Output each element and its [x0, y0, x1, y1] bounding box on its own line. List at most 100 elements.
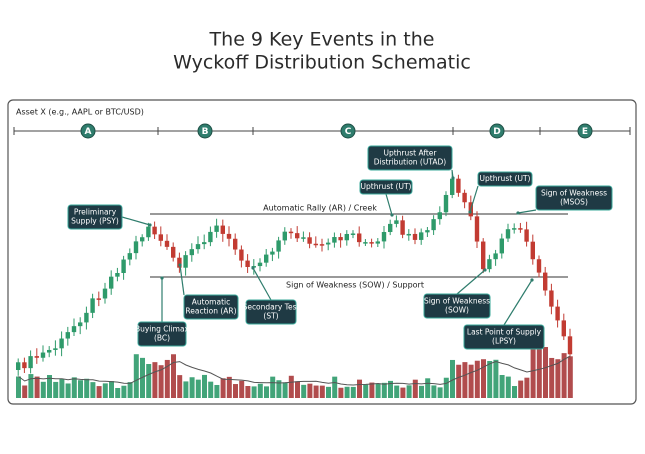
- event-label: Supply (PSY): [71, 217, 119, 226]
- event-label: Sign of Weakness: [424, 297, 490, 306]
- volume-bar: [53, 381, 59, 398]
- volume-bar: [431, 385, 437, 398]
- chart-layer: A B C D E Automatic Rally (AR) / Creek Sign of…: [13, 123, 631, 398]
- volume-bar: [121, 385, 127, 398]
- event-box: [183, 294, 239, 320]
- volume-bar: [412, 379, 418, 398]
- event-label: (MSOS): [560, 198, 588, 207]
- event-label: Upthrust After: [383, 149, 437, 158]
- volume-bar: [375, 383, 381, 398]
- volume-bar: [493, 359, 499, 398]
- event-box: [477, 171, 533, 187]
- candle-body: [561, 320, 566, 337]
- candle-body: [282, 231, 287, 241]
- event-label: (ST): [263, 312, 278, 321]
- candle-body: [493, 253, 498, 260]
- candle-body: [84, 312, 89, 323]
- event-box: [463, 324, 545, 350]
- candle-body: [319, 244, 325, 246]
- candle-body: [474, 216, 480, 242]
- event-pointer: [179, 264, 185, 296]
- volume-average: [18, 355, 571, 386]
- candle-body: [369, 242, 374, 244]
- candle-body: [121, 259, 126, 273]
- volume-bar: [96, 386, 102, 398]
- volume-bar: [357, 379, 362, 398]
- event-pointer-tip: [451, 176, 455, 180]
- candle-body: [295, 233, 300, 239]
- volume-bar: [319, 385, 325, 398]
- candle-body: [543, 272, 548, 291]
- volume-bar: [530, 349, 536, 398]
- candle-body: [288, 231, 294, 234]
- event-box: [367, 145, 453, 171]
- candle-body: [102, 288, 108, 299]
- candle-body: [338, 237, 343, 241]
- candle-body: [171, 246, 176, 258]
- volume-bar: [208, 381, 214, 398]
- candle-body: [481, 241, 486, 270]
- volume-bar: [183, 381, 189, 398]
- event-box: [245, 299, 297, 325]
- candle-body: [109, 276, 114, 289]
- volume-bar: [84, 378, 90, 398]
- event-label: Buying Climax: [135, 325, 190, 334]
- volume-bar: [158, 365, 164, 398]
- candle-body: [270, 251, 275, 255]
- volume-bar: [567, 356, 573, 398]
- volume-bar: [518, 380, 524, 398]
- volume-bar: [59, 378, 65, 398]
- creek-label: Automatic Rally (AR) / Creek: [263, 204, 377, 213]
- candle-body: [164, 240, 170, 247]
- event-box: [67, 204, 123, 230]
- event-pointer-tip: [530, 278, 534, 282]
- event-label: Reaction (AR): [185, 307, 236, 316]
- event-label: Sign of Weakness: [541, 189, 607, 198]
- event-pointer: [456, 269, 486, 295]
- candle-body: [115, 272, 120, 277]
- candle-body: [257, 262, 263, 267]
- candle-body: [34, 356, 39, 358]
- event-label: (LPSY): [492, 337, 516, 346]
- volume-bar: [71, 377, 77, 398]
- volume-bar: [474, 360, 480, 398]
- event-pointer-tip: [160, 276, 164, 280]
- title-line: The 9 Key Events in the: [209, 29, 435, 51]
- phase-label: E: [582, 127, 588, 137]
- volume-bar: [456, 364, 462, 398]
- volume-bar: [282, 382, 288, 398]
- volume-bar: [437, 387, 443, 398]
- candle-body: [59, 338, 64, 349]
- volume-bar: [90, 382, 96, 398]
- volume-bar: [462, 362, 468, 398]
- candle-body: [357, 233, 362, 243]
- candle-body: [313, 243, 318, 246]
- volume-bar: [28, 374, 34, 398]
- candle-body: [406, 233, 411, 236]
- candle-body: [419, 232, 424, 240]
- volume-bar: [245, 386, 251, 398]
- candle-body: [146, 226, 151, 238]
- volume-bar: [481, 359, 486, 398]
- volume-bar: [146, 364, 152, 398]
- candle-body: [555, 306, 560, 321]
- candle-body: [307, 237, 312, 244]
- volume-bar: [295, 381, 300, 398]
- candle-body: [96, 298, 101, 300]
- volume-bar: [171, 354, 176, 398]
- candle-body: [443, 194, 449, 213]
- volume-bar: [487, 360, 493, 398]
- candle-body: [40, 352, 46, 358]
- event-pointer-tip: [468, 210, 472, 214]
- candle-body: [450, 178, 455, 195]
- candle-body: [350, 233, 356, 235]
- event-label: Upthrust (UT): [361, 182, 412, 191]
- event-box: [423, 293, 491, 319]
- event-pointer: [252, 267, 272, 301]
- volume-bar: [34, 376, 40, 398]
- volume-bar: [363, 384, 369, 398]
- phase-marker: [340, 123, 356, 139]
- phase-marker: [197, 123, 213, 139]
- volume-bar: [555, 359, 561, 398]
- candle-body: [189, 249, 194, 256]
